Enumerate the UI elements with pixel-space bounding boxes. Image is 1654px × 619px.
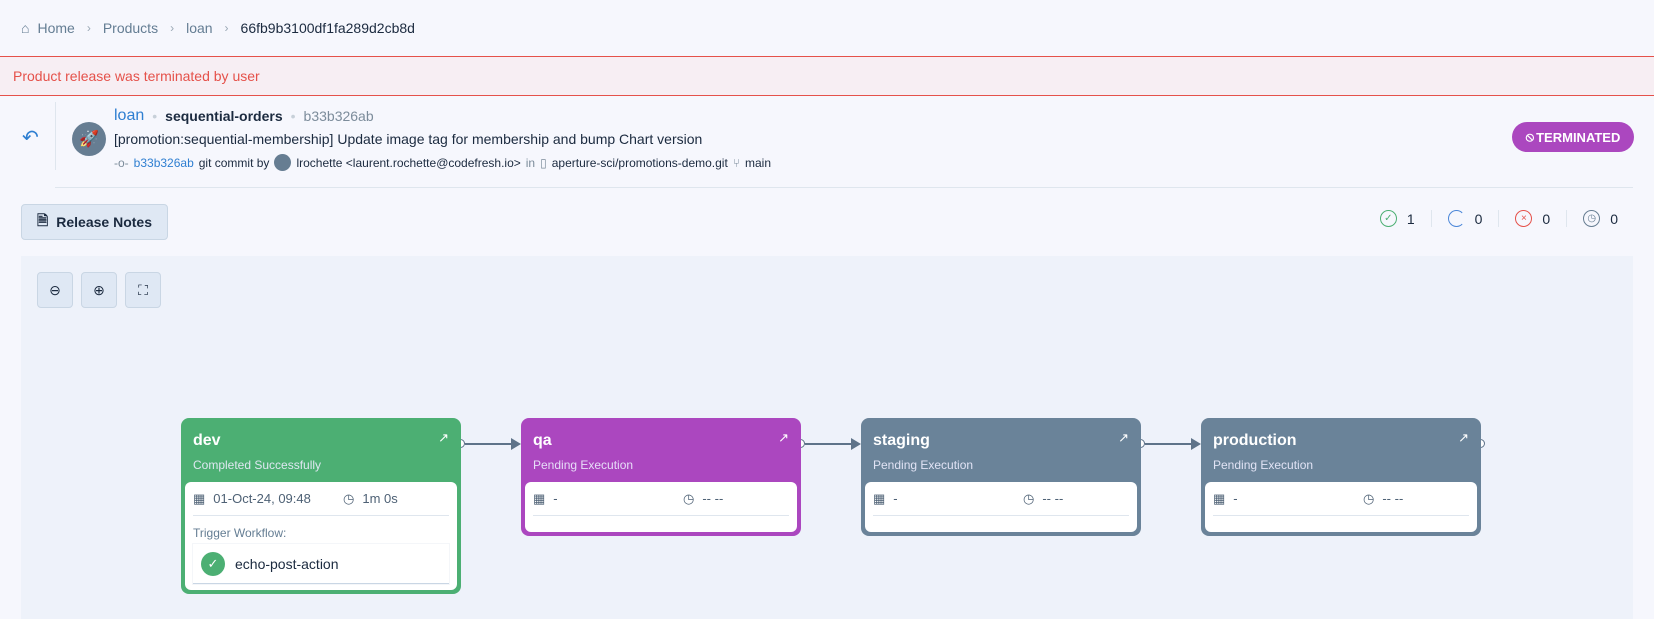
calendar-icon: ▦: [873, 490, 886, 506]
calendar-icon: ▦: [193, 490, 206, 506]
divider: [55, 187, 1633, 188]
env-date: -: [1233, 491, 1238, 506]
env-status: Pending Execution: [873, 458, 974, 472]
trigger-label: Trigger Workflow:: [193, 526, 287, 540]
fit-screen-button[interactable]: ⛶: [125, 272, 161, 308]
home-icon: ⌂: [21, 20, 30, 36]
env-date: -: [553, 491, 558, 506]
workflow-name: echo-post-action: [235, 555, 339, 572]
status-text: TERMINATED: [1536, 129, 1621, 145]
breadcrumb-product[interactable]: loan: [186, 20, 213, 36]
env-duration: -- --: [1382, 491, 1404, 506]
arrow-icon: [1191, 438, 1201, 450]
env-status: Pending Execution: [533, 458, 634, 472]
env-date: 01-Oct-24, 09:48: [213, 491, 311, 506]
breadcrumb: ⌂ Home › Products › loan › 66fb9b3100df1fa2…: [21, 20, 415, 36]
x-circle-icon: ×: [1515, 210, 1533, 227]
zoom-out-icon: ⊖: [49, 281, 61, 298]
external-link-icon[interactable]: ↗: [438, 430, 449, 445]
document-icon: 🗎: [37, 212, 49, 228]
stat-succeeded: ✓ 1: [1364, 210, 1431, 227]
check-icon: ✓: [201, 551, 225, 576]
repo[interactable]: aperture-sci/promotions-demo.git: [551, 155, 728, 170]
running-count: 0: [1474, 210, 1483, 227]
calendar-icon: ▦: [533, 490, 546, 506]
env-card-dev[interactable]: dev Completed Successfully ↗ ▦ 01-Oct-24,…: [181, 418, 461, 594]
release-notes-button[interactable]: 🗎 Release Notes: [21, 204, 168, 240]
author: lrochette <laurent.rochette@codefresh.io…: [296, 155, 521, 170]
env-name: staging: [873, 432, 930, 449]
stats-bar: ✓ 1 0 × 0 ◷ 0: [1364, 210, 1634, 227]
check-circle-icon: ✓: [1379, 210, 1397, 227]
clock-icon: ◷: [1583, 210, 1601, 227]
termination-banner: Product release was terminated by user: [0, 56, 1654, 96]
env-card-qa[interactable]: qa Pending Execution ↗ ▦ - ◷ -- --: [521, 418, 801, 536]
env-date: -: [893, 491, 898, 506]
divider: [55, 102, 56, 170]
back-icon[interactable]: ↶: [22, 127, 39, 149]
repo-icon: ▯: [540, 155, 547, 170]
edge-qa-staging: [805, 443, 853, 445]
ban-icon: ⦸: [1525, 129, 1535, 144]
breadcrumb-home[interactable]: Home: [37, 20, 75, 36]
workflow-item[interactable]: ✓ echo-post-action: [193, 544, 449, 584]
spinner-icon: [1447, 210, 1465, 227]
commit-icon: -o-: [114, 155, 129, 170]
zoom-in-icon: ⊕: [93, 281, 105, 298]
failed-count: 0: [1542, 210, 1551, 227]
commit-hash: b33b326ab: [303, 108, 374, 124]
rocket-icon: 🚀: [72, 122, 106, 156]
env-name: dev: [193, 432, 221, 449]
external-link-icon[interactable]: ↗: [1458, 430, 1469, 445]
external-link-icon[interactable]: ↗: [1118, 430, 1129, 445]
stat-failed: × 0: [1498, 210, 1566, 227]
edge-dev-qa: [465, 443, 513, 445]
breadcrumb-release: 66fb9b3100df1fa289d2cb8d: [240, 20, 415, 36]
clock-icon: ◷: [683, 490, 695, 506]
env-card-production[interactable]: production Pending Execution ↗ ▦ - ◷ -- --: [1201, 418, 1481, 536]
env-card-staging[interactable]: staging Pending Execution ↗ ▦ - ◷ -- --: [861, 418, 1141, 536]
commit-link[interactable]: b33b326ab: [133, 155, 194, 170]
breadcrumb-products[interactable]: Products: [102, 20, 159, 36]
env-duration: -- --: [1042, 491, 1064, 506]
clock-icon: ◷: [343, 490, 355, 506]
env-name: production: [1213, 432, 1297, 449]
env-duration: 1m 0s: [362, 491, 398, 506]
product-link[interactable]: loan: [114, 107, 145, 124]
zoom-out-button[interactable]: ⊖: [37, 272, 73, 308]
env-name: qa: [533, 432, 552, 449]
clock-icon: ◷: [1363, 490, 1375, 506]
user-avatar: [274, 154, 292, 171]
environment-name: sequential-orders: [165, 108, 283, 124]
arrow-icon: [851, 438, 861, 450]
clock-icon: ◷: [1023, 490, 1035, 506]
calendar-icon: ▦: [1213, 490, 1226, 506]
status-badge: ⦸ TERMINATED: [1512, 122, 1634, 152]
env-status: Completed Successfully: [193, 458, 322, 472]
stat-running: 0: [1430, 210, 1499, 227]
pending-count: 0: [1610, 210, 1618, 227]
succeeded-count: 1: [1406, 210, 1415, 227]
edge-staging-production: [1145, 443, 1193, 445]
env-duration: -- --: [702, 491, 724, 506]
commit-message: [promotion:sequential-membership] Update…: [114, 131, 703, 147]
in-label: in: [525, 155, 536, 170]
external-link-icon[interactable]: ↗: [778, 430, 789, 445]
stat-pending: ◷ 0: [1566, 210, 1634, 227]
fit-screen-icon: ⛶: [138, 281, 148, 298]
branch: main: [745, 155, 772, 170]
branch-icon: ⑂: [732, 155, 740, 170]
release-notes-label: Release Notes: [56, 214, 152, 230]
arrow-icon: [511, 438, 521, 450]
zoom-in-button[interactable]: ⊕: [81, 272, 117, 308]
commit-label: git commit by: [198, 155, 270, 170]
env-status: Pending Execution: [1213, 458, 1314, 472]
